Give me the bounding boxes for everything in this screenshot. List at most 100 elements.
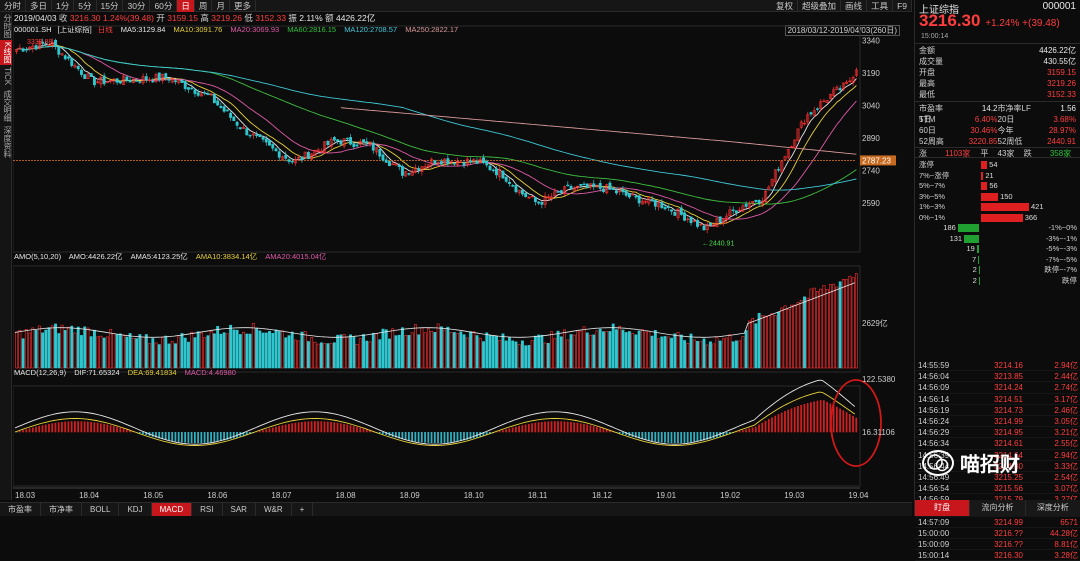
tool-tab-3[interactable]: 工具	[867, 0, 893, 12]
indicator-tab-0[interactable]: 市盈率	[0, 503, 41, 516]
period-tab-6[interactable]: 60分	[150, 0, 177, 12]
macd-dif: DIF:71.65324	[74, 368, 119, 377]
volume-bar	[340, 335, 342, 368]
indicator-tab-6[interactable]: SAR	[223, 503, 256, 516]
volume-bar	[541, 335, 543, 368]
macd-bar	[557, 421, 559, 432]
volume-bar	[622, 330, 624, 368]
tool-tab-4[interactable]: F9	[893, 0, 912, 12]
volume-bar	[103, 338, 105, 368]
volume-bar	[528, 345, 530, 368]
volume-bar	[116, 335, 118, 368]
side-tab-2[interactable]: TICK	[0, 65, 12, 87]
volume-bar	[388, 339, 390, 368]
add-indicator-button[interactable]: +	[292, 503, 314, 516]
volume-bar	[333, 343, 335, 368]
candle-body	[158, 73, 160, 80]
volume-bar	[336, 335, 338, 368]
volume-bar	[693, 340, 695, 368]
tool-tab-0[interactable]: 复权	[772, 0, 798, 12]
indicator-tab-2[interactable]: BOLL	[82, 503, 119, 516]
breadth-label: 涨停	[919, 160, 934, 170]
volume-bar	[35, 330, 37, 368]
volume-bar	[113, 334, 115, 368]
side-tab-1[interactable]: K线图	[0, 40, 12, 65]
macd-tick-label: 16.31106	[862, 428, 895, 437]
macd-bar	[742, 430, 744, 432]
macd-bar	[22, 430, 24, 432]
volume-bar	[343, 334, 345, 368]
indicator-tab-7[interactable]: W&R	[256, 503, 292, 516]
macd-bar	[353, 426, 355, 432]
panel-frame	[13, 26, 860, 252]
candle-body	[333, 137, 335, 140]
breadth-count: 186	[943, 223, 956, 233]
volume-bar	[71, 326, 73, 368]
tick-price: 3215.56	[968, 483, 1023, 493]
candle-body	[259, 135, 261, 137]
tool-tab-2[interactable]: 画线	[841, 0, 867, 12]
macd-bar	[826, 402, 828, 432]
quote-row-label: 成交量	[919, 56, 943, 67]
tick-amount: 3.33亿	[1023, 461, 1078, 471]
tick-price: 3213.85	[968, 371, 1023, 381]
period-tab-8[interactable]: 周	[195, 0, 213, 12]
amo-legend: AMO(5,10,20) AMO:4426.22亿 AMA5:4123.25亿 …	[14, 252, 333, 262]
indicator-tab-5[interactable]: RSI	[192, 503, 222, 516]
volume-bar	[657, 339, 659, 368]
macd-bar	[794, 407, 796, 432]
candle-body	[54, 40, 56, 46]
breadth-up-row: 5%~7%56	[915, 181, 1080, 191]
macd-bar	[262, 430, 264, 432]
volume-bar	[512, 341, 514, 368]
volume-bar	[544, 343, 546, 368]
tick-time: 14:56:24	[918, 416, 968, 426]
macd-bar	[408, 432, 410, 440]
macd-bar	[632, 432, 634, 437]
volume-bar	[764, 316, 766, 368]
panel-tab-1[interactable]: 流向分析	[970, 500, 1025, 516]
indicator-tab-4[interactable]: MACD	[152, 503, 193, 516]
period-tab-9[interactable]: 月	[212, 0, 230, 12]
indicator-tab-1[interactable]: 市净率	[41, 503, 82, 516]
volume-bar	[58, 333, 60, 368]
macd-bar	[583, 424, 585, 432]
volume-bar	[586, 333, 588, 368]
up-count: 1103家	[945, 148, 971, 157]
macd-bar	[547, 421, 549, 432]
candle-body	[291, 161, 293, 162]
candle-body	[810, 113, 812, 114]
side-tab-3[interactable]: 成交明细	[0, 88, 12, 124]
side-tab-4[interactable]: 深度资料	[0, 124, 12, 160]
period-tab-3[interactable]: 5分	[74, 0, 96, 12]
macd-bar	[797, 406, 799, 432]
period-tab-2[interactable]: 1分	[52, 0, 74, 12]
side-tab-0[interactable]: 分时图	[0, 12, 12, 40]
candle-body	[440, 161, 442, 164]
period-tab-7[interactable]: 日	[177, 0, 195, 12]
divider	[915, 101, 1080, 102]
volume-bar	[90, 337, 92, 368]
volume-bar	[473, 332, 475, 368]
candle-body	[609, 183, 611, 189]
candle-body	[502, 171, 504, 178]
candle-body	[567, 185, 569, 186]
candle-body	[670, 210, 672, 211]
period-tab-10[interactable]: 更多	[230, 0, 256, 12]
macd-bar	[421, 432, 423, 442]
panel-tab-0[interactable]: 盯盘	[915, 500, 970, 516]
indicator-tab-3[interactable]: KDJ	[119, 503, 151, 516]
period-tab-1[interactable]: 多日	[26, 0, 52, 12]
candle-body	[489, 166, 491, 170]
panel-tab-2[interactable]: 深度分析	[1026, 500, 1080, 516]
period-tab-0[interactable]: 分时	[0, 0, 26, 12]
volume-bar	[19, 330, 21, 368]
tool-tab-1[interactable]: 超级叠加	[798, 0, 841, 12]
period-tab-5[interactable]: 30分	[123, 0, 150, 12]
volume-bar	[110, 329, 112, 368]
period-tab-4[interactable]: 15分	[97, 0, 124, 12]
macd-bar	[304, 422, 306, 433]
